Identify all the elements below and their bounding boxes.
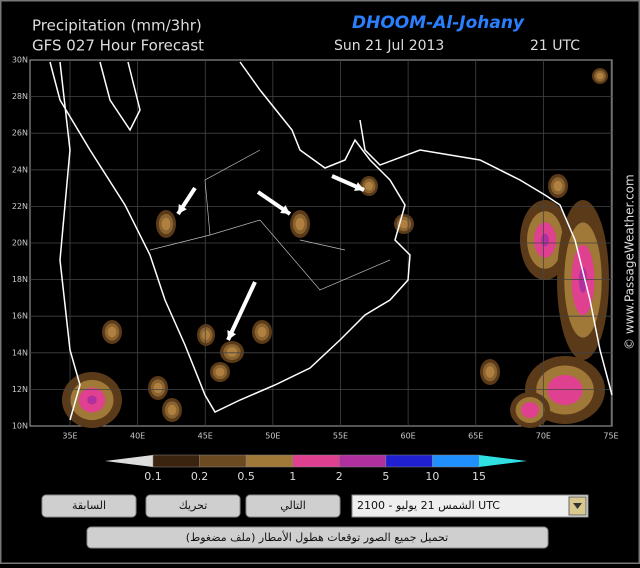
lat-label: 16N [12,312,28,321]
colorbar-low [105,455,153,467]
rain-cell [167,404,177,416]
lat-label: 26N [12,129,28,138]
lon-label: 50E [265,432,280,441]
colorbar-label: 0.5 [237,470,255,483]
lat-label: 20N [12,239,28,248]
rain-cell [541,233,549,247]
lat-label: 10N [12,422,28,431]
coastline [49,61,613,421]
animate-label: تحريك [179,499,208,512]
next-label: التالي [280,499,306,512]
colorbar-label: 15 [472,470,486,483]
colorbar-label: 0.1 [144,470,162,483]
colorbar: 0.1 0.2 0.5 1 2 5 10 15 [105,454,527,483]
controls: السابقة تحريك التالي 2100 - الشمس 21 يول… [41,494,589,549]
arrow-head [227,330,237,340]
download-button[interactable] [86,526,549,549]
colorbar-segment [245,454,293,468]
date: Sun 21 Jul 2013 [334,38,444,54]
rain-cell [399,219,409,229]
time: 21 UTC [530,38,580,54]
lon-label: 75E [603,432,618,441]
colorbar-label: 2 [336,470,343,483]
lat-label: 14N [12,348,28,357]
map: 30N 28N 26N 24N 22N 20N 18N 16N 14N 12N 10N 35E 40E 4… [12,56,619,441]
rain-cell [161,217,171,231]
rain-cell [485,366,495,378]
rain-cell [202,330,210,340]
colorbar-high [479,455,527,467]
colorbar-label: 1 [289,470,296,483]
colorbar-segment [432,454,480,468]
colorbar-segment [385,454,433,468]
lon-label: 60E [401,432,416,441]
arrow-head [354,182,364,191]
lat-label: 22N [12,202,28,211]
rain-cell [553,180,563,192]
rain-cell [215,367,225,377]
lat-label: 28N [12,92,28,101]
colorbar-label: 5 [382,470,389,483]
rain-cell [295,217,305,231]
colorbar-label: 0.2 [191,470,209,483]
lon-label: 40E [130,432,145,441]
watermark: © www.PassageWeather.com [623,174,637,350]
title: Precipitation (mm/3hr) [32,17,202,35]
rain-cell [153,382,163,394]
animate-button[interactable] [145,494,241,518]
arrow-head [178,204,187,214]
rain-cell [257,326,267,338]
lon-label: 70E [536,432,551,441]
lon-label: 55E [333,432,348,441]
lon-label: 65E [468,432,483,441]
lat-label: 30N [12,56,28,65]
lat-label: 24N [12,165,28,174]
border [149,149,391,291]
rain-cell [226,347,238,357]
rain-cell [365,181,373,191]
prev-button[interactable] [41,494,137,518]
time-select[interactable] [351,494,589,518]
download-label: (تحميل جميع الصور توقعات هطول الأمطار (م… [186,530,448,544]
lat-label: 12N [12,385,28,394]
brand: DHOOM-Al-Johany [352,13,525,33]
subtitle: GFS 027 Hour Forecast [32,37,204,55]
lon-label: 45E [198,432,213,441]
rain-cell [547,375,583,405]
rain-cell [521,402,539,418]
next-button[interactable] [245,494,341,518]
rain-cell [107,326,117,338]
rain-cell [87,395,97,405]
lon-label: 35E [62,432,77,441]
colorbar-segment [152,454,200,468]
colorbar-segment [292,454,340,468]
lat-label: 18N [12,275,28,284]
arrow-head [280,205,290,214]
arrow [226,281,257,341]
colorbar-label: 10 [425,470,439,483]
colorbar-segment [199,454,247,468]
colorbar-segment [339,454,387,468]
rain-cell [596,72,604,80]
prev-label: السابقة [72,499,106,512]
select-arrow-icon [573,503,582,509]
select-label: 2100 - الشمس 21 يوليو UTC [357,499,500,512]
